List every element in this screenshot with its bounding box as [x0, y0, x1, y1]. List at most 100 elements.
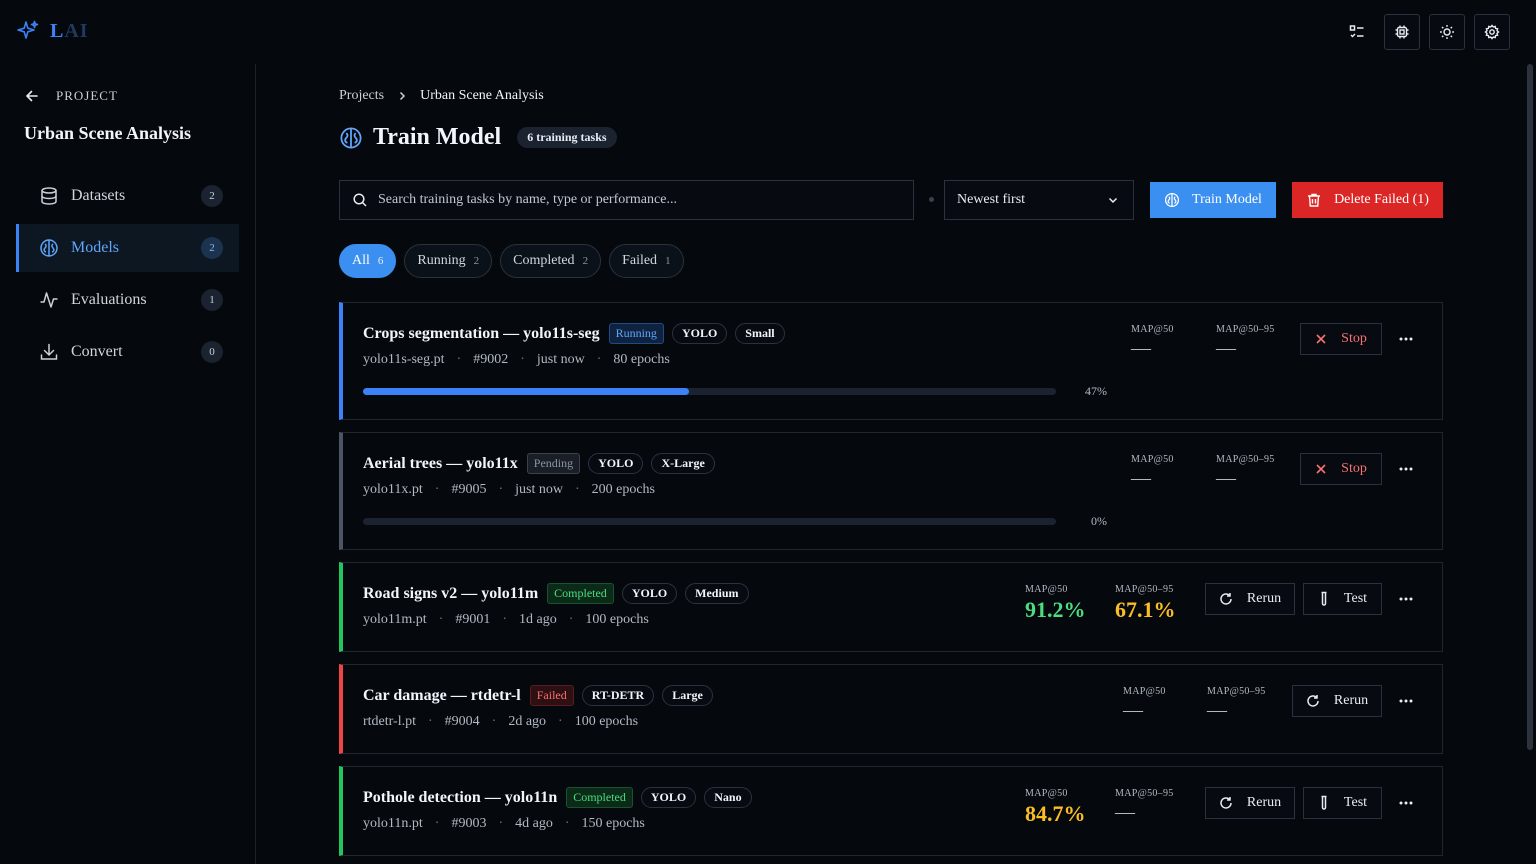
- filter-count: 6: [377, 255, 384, 267]
- sort-select[interactable]: Newest first: [944, 180, 1134, 220]
- sidebar-item-label: Evaluations: [71, 291, 147, 308]
- filter-completed[interactable]: Completed 2: [500, 244, 602, 278]
- page-scrollbar[interactable]: [1527, 64, 1533, 750]
- size-tag: X-Large: [651, 453, 715, 474]
- map50-metric: MAP@50 —: [1131, 324, 1174, 360]
- filter-label: All: [352, 253, 370, 268]
- page-title: Train Model: [373, 124, 502, 150]
- sidebar-item-models[interactable]: Models 2: [16, 224, 239, 272]
- brain-icon: [339, 126, 363, 150]
- database-icon: [39, 186, 59, 206]
- app-logo[interactable]: LAI: [16, 19, 89, 43]
- rerun-button[interactable]: Rerun: [1205, 583, 1295, 615]
- task-id: #9005: [451, 482, 487, 497]
- metric-value: —: [1131, 337, 1151, 359]
- chevron-down-icon: [1107, 194, 1119, 206]
- close-icon: [1315, 463, 1327, 475]
- size-tag: Small: [735, 323, 785, 344]
- task-card[interactable]: Aerial trees — yolo11x Pending YOLO X-La…: [339, 432, 1443, 550]
- metric-label: MAP@50: [1025, 584, 1068, 595]
- sun-icon[interactable]: [1429, 14, 1465, 50]
- metric-label: MAP@50–95: [1216, 324, 1275, 335]
- rerun-button[interactable]: Rerun: [1205, 787, 1295, 819]
- search-input[interactable]: Search training tasks by name, type or p…: [339, 180, 914, 220]
- back-to-project[interactable]: PROJECT: [24, 88, 118, 104]
- delete-failed-button[interactable]: Delete Failed (1): [1292, 182, 1443, 218]
- task-id: #9001: [455, 612, 491, 627]
- metric-label: MAP@50: [1131, 454, 1174, 465]
- task-meta: yolo11s-seg.pt · #9002 · just now · 80 epoc…: [363, 352, 670, 367]
- status-badge: Completed: [547, 583, 614, 604]
- project-name: Urban Scene Analysis: [24, 123, 192, 143]
- rerun-label: Rerun: [1246, 591, 1282, 606]
- settings-icon[interactable]: [1474, 14, 1510, 50]
- breadcrumb-projects[interactable]: Projects: [339, 88, 385, 103]
- task-card[interactable]: Pothole detection — yolo11n Completed YO…: [339, 766, 1443, 856]
- sidebar-item-label: Datasets: [71, 187, 126, 204]
- arrow-left-icon: [24, 88, 40, 104]
- refresh-icon: [1306, 694, 1320, 708]
- chip-icon[interactable]: [1384, 14, 1420, 50]
- task-time: 1d ago: [519, 612, 557, 627]
- task-title: Crops segmentation — yolo11s-seg: [363, 324, 600, 342]
- test-label: Test: [1343, 591, 1368, 606]
- train-model-button[interactable]: Train Model: [1150, 182, 1276, 218]
- metric-value: —: [1216, 337, 1236, 359]
- task-title: Pothole detection — yolo11n: [363, 788, 558, 806]
- metric-label: MAP@50–95: [1216, 454, 1275, 465]
- sidebar-item-convert[interactable]: Convert 0: [16, 328, 239, 376]
- task-epochs: 100 epochs: [585, 612, 649, 627]
- size-tag: Nano: [704, 787, 752, 808]
- task-time: just now: [515, 482, 563, 497]
- metric-value: 67.1%: [1115, 597, 1176, 622]
- framework-tag: YOLO: [621, 583, 678, 604]
- sidebar-item-evaluations[interactable]: Evaluations 1: [16, 276, 239, 324]
- map5095-metric: MAP@50–95 —: [1115, 788, 1174, 824]
- task-card[interactable]: Road signs v2 — yolo11m Completed YOLO M…: [339, 562, 1443, 652]
- sidebar-item-datasets[interactable]: Datasets 2: [16, 172, 239, 220]
- progress-label: 0%: [1091, 514, 1107, 528]
- map50-metric: MAP@50 91.2%: [1025, 584, 1086, 623]
- more-options-icon[interactable]: [1394, 689, 1418, 713]
- task-title: Car damage — rtdetr-l: [363, 686, 521, 704]
- task-meta: yolo11m.pt · #9001 · 1d ago · 100 epochs: [363, 612, 649, 627]
- search-placeholder: Search training tasks by name, type or p…: [378, 192, 677, 207]
- brain-icon: [1164, 192, 1180, 208]
- filter-all[interactable]: All 6: [339, 244, 397, 278]
- project-label: PROJECT: [56, 88, 118, 103]
- checklist-icon[interactable]: [1339, 14, 1375, 50]
- more-options-icon[interactable]: [1394, 791, 1418, 815]
- delete-failed-label: Delete Failed (1): [1334, 192, 1429, 207]
- more-options-icon[interactable]: [1394, 327, 1418, 351]
- task-card[interactable]: Car damage — rtdetr-l Failed RT-DETR Lar…: [339, 664, 1443, 754]
- progress-bar: [363, 518, 1056, 525]
- refresh-icon: [1219, 592, 1233, 606]
- framework-tag: RT-DETR: [581, 685, 655, 706]
- test-button[interactable]: Test: [1303, 583, 1382, 615]
- rerun-button[interactable]: Rerun: [1292, 685, 1382, 717]
- search-icon: [352, 192, 368, 208]
- stop-button[interactable]: Stop: [1300, 323, 1382, 355]
- metric-label: MAP@50–95: [1207, 686, 1266, 697]
- test-tube-icon: [1318, 591, 1330, 607]
- close-icon: [1315, 333, 1327, 345]
- filter-running[interactable]: Running 2: [404, 244, 493, 278]
- stop-button[interactable]: Stop: [1300, 453, 1382, 485]
- more-options-icon[interactable]: [1394, 457, 1418, 481]
- task-id: #9004: [444, 714, 480, 729]
- metric-value: —: [1123, 699, 1143, 721]
- filter-failed[interactable]: Failed 1: [609, 244, 684, 278]
- metric-label: MAP@50–95: [1115, 788, 1174, 799]
- sidebar-item-label: Models: [71, 239, 119, 256]
- metric-value: 91.2%: [1025, 597, 1086, 622]
- status-filters: All 6 Running 2 Completed 2 Failed 1: [339, 244, 684, 278]
- breadcrumb-current: Urban Scene Analysis: [420, 88, 544, 103]
- test-button[interactable]: Test: [1303, 787, 1382, 819]
- sidebar: PROJECT Urban Scene Analysis Datasets 2 …: [0, 64, 256, 864]
- more-options-icon[interactable]: [1394, 587, 1418, 611]
- task-epochs: 100 epochs: [574, 714, 639, 729]
- metric-label: MAP@50: [1025, 788, 1068, 799]
- task-card[interactable]: Crops segmentation — yolo11s-seg Running…: [339, 302, 1443, 420]
- task-time: just now: [536, 352, 585, 367]
- map50-metric: MAP@50 —: [1131, 454, 1174, 490]
